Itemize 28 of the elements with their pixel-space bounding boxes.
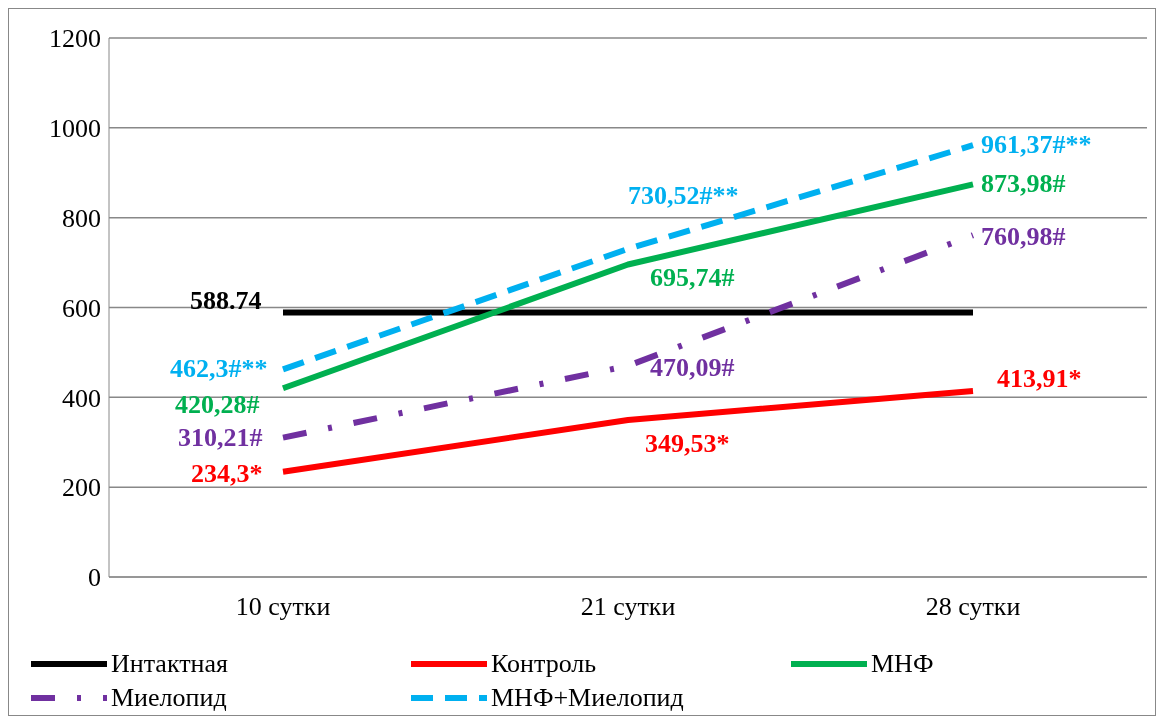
data-label: 413,91* bbox=[997, 364, 1082, 394]
legend-label: МНФ bbox=[871, 649, 934, 679]
y-tick-label: 800 bbox=[62, 203, 101, 233]
data-label: 760,98# bbox=[981, 222, 1066, 252]
x-tick-label: 10 сутки bbox=[235, 592, 331, 622]
legend-label: Интактная bbox=[111, 649, 228, 679]
data-label: 588.74 bbox=[190, 285, 262, 315]
data-label: 470,09# bbox=[650, 352, 735, 382]
data-label: 961,37#** bbox=[981, 130, 1092, 160]
y-tick-label: 0 bbox=[88, 563, 101, 593]
x-tick-label: 28 сутки bbox=[925, 592, 1021, 622]
legend-label: МНФ+Миелопид bbox=[491, 683, 684, 713]
data-label: 462,3#** bbox=[170, 354, 268, 384]
x-tick-label: 21 сутки bbox=[580, 592, 676, 622]
y-tick-label: 400 bbox=[62, 383, 101, 413]
data-label: 730,52#** bbox=[628, 180, 739, 210]
data-label: 310,21# bbox=[178, 422, 263, 452]
y-tick-label: 600 bbox=[62, 293, 101, 323]
data-label: 873,98# bbox=[981, 169, 1066, 199]
y-tick-label: 1200 bbox=[49, 24, 101, 54]
data-label: 349,53* bbox=[645, 429, 730, 458]
legend-label: Контроль bbox=[491, 649, 597, 679]
data-label: 695,74# bbox=[650, 263, 735, 293]
y-tick-label: 1000 bbox=[49, 114, 101, 144]
data-label: 234,3* bbox=[191, 458, 263, 488]
legend-label: Миелопид bbox=[111, 683, 227, 713]
data-label: 420,28# bbox=[175, 390, 260, 420]
y-tick-label: 200 bbox=[62, 473, 101, 503]
